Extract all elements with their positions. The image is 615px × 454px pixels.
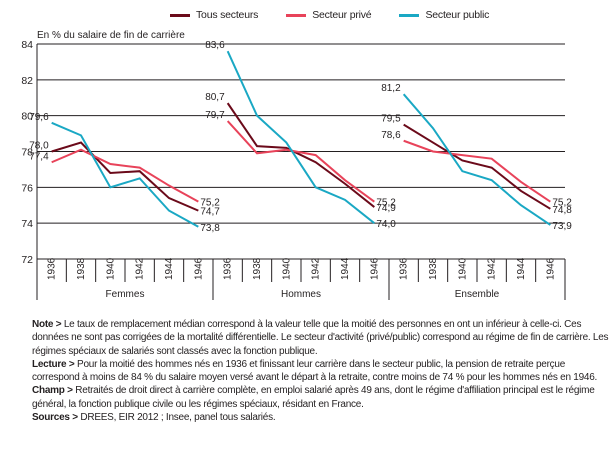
x-tick-label: 1940 (281, 257, 292, 280)
x-tick-label: 1944 (516, 257, 527, 280)
champ-paragraph: Champ > Retraités de droit direct à carr… (32, 385, 595, 410)
data-label: 81,2 (381, 83, 401, 94)
y-tick-label: 74 (21, 218, 33, 230)
x-tick-label: 1938 (252, 257, 263, 280)
series-line-secteur-privé (51, 148, 199, 203)
legend-swatch-secteur-public (399, 13, 420, 17)
data-label: 74,9 (376, 203, 396, 214)
legend-swatch-secteur-prive (286, 13, 307, 17)
series-line-secteur-public (402, 93, 551, 226)
lecture-paragraph: Lecture > Pour la moitié des hommes nés … (32, 358, 598, 384)
group-label: Femmes (106, 289, 145, 300)
chart-notes: Note > Le taux de remplacement médian co… (32, 318, 612, 424)
y-tick-label: 84 (21, 39, 33, 51)
legend-item-secteur-public: Secteur public (399, 9, 489, 21)
x-tick-label: 1938 (428, 257, 439, 280)
y-tick-label: 78 (21, 147, 33, 159)
x-tick-label: 1946 (545, 257, 556, 280)
series-line-secteur-privé (403, 139, 551, 203)
data-label: 74,7 (200, 207, 220, 218)
legend-label: Secteur public (425, 9, 490, 21)
series-line-secteur-privé (226, 120, 375, 203)
x-tick-label: 1942 (311, 257, 322, 280)
legend-swatch-tous-secteurs (170, 13, 190, 17)
data-label: 77,4 (29, 151, 49, 162)
data-label: 83,6 (205, 40, 225, 51)
chart-legend: Tous secteurs Secteur privé Secteur publ… (170, 9, 489, 21)
data-label: 80,7 (205, 92, 225, 103)
y-axis-label: En % du salaire de fin de carrière (37, 30, 185, 41)
data-label: 75,2 (376, 198, 396, 209)
data-label: 74,0 (376, 219, 396, 230)
y-tick-label: 82 (21, 75, 33, 87)
x-tick-label: 1944 (164, 257, 175, 280)
legend-item-tous-secteurs: Tous secteurs (170, 9, 258, 21)
series-line-secteur-public (226, 50, 375, 224)
legend-label: Tous secteurs (196, 9, 259, 21)
x-tick-label: 1936 (399, 257, 410, 280)
x-tick-label: 1940 (105, 257, 116, 280)
y-tick-label: 72 (21, 254, 33, 266)
x-tick-label: 1936 (47, 257, 58, 280)
y-tick-label: 80 (21, 111, 33, 123)
sources-paragraph: Sources > DREES, EIR 2012 ; Insee, panel… (32, 412, 276, 424)
data-label: 79,7 (205, 110, 225, 121)
series-line-tous-secteurs (226, 102, 375, 208)
data-label: 73,9 (552, 221, 572, 232)
x-tick-label: 1944 (340, 257, 351, 280)
x-tick-label: 1946 (193, 257, 204, 280)
x-tick-label: 1946 (369, 257, 380, 280)
note-paragraph: Note > Le taux de remplacement médian co… (32, 319, 609, 357)
x-tick-label: 1942 (487, 257, 498, 280)
x-tick-label: 1942 (135, 257, 146, 280)
data-label: 74,8 (552, 205, 572, 216)
x-tick-label: 1938 (76, 257, 87, 280)
data-label: 75,2 (200, 198, 220, 209)
series-line-tous-secteurs (51, 141, 199, 212)
x-tick-label: 1940 (457, 257, 468, 280)
group-label: Hommes (281, 289, 321, 300)
legend-item-secteur-prive: Secteur privé (286, 9, 372, 21)
data-label: 79,5 (381, 114, 401, 125)
data-label: 75,2 (552, 198, 572, 209)
data-label: 73,8 (200, 223, 220, 234)
data-label: 78,0 (29, 141, 49, 152)
data-label: 78,6 (381, 130, 401, 141)
series-line-tous-secteurs (403, 123, 551, 210)
x-tick-label: 1936 (223, 257, 234, 280)
data-label: 79,6 (29, 112, 49, 123)
group-label: Ensemble (455, 289, 500, 300)
y-tick-label: 76 (21, 182, 33, 194)
line-chart: En % du salaire de fin de carrière 72 74 7… (21, 30, 572, 300)
legend-label: Secteur privé (312, 9, 372, 21)
series-line-secteur-public (51, 121, 199, 228)
